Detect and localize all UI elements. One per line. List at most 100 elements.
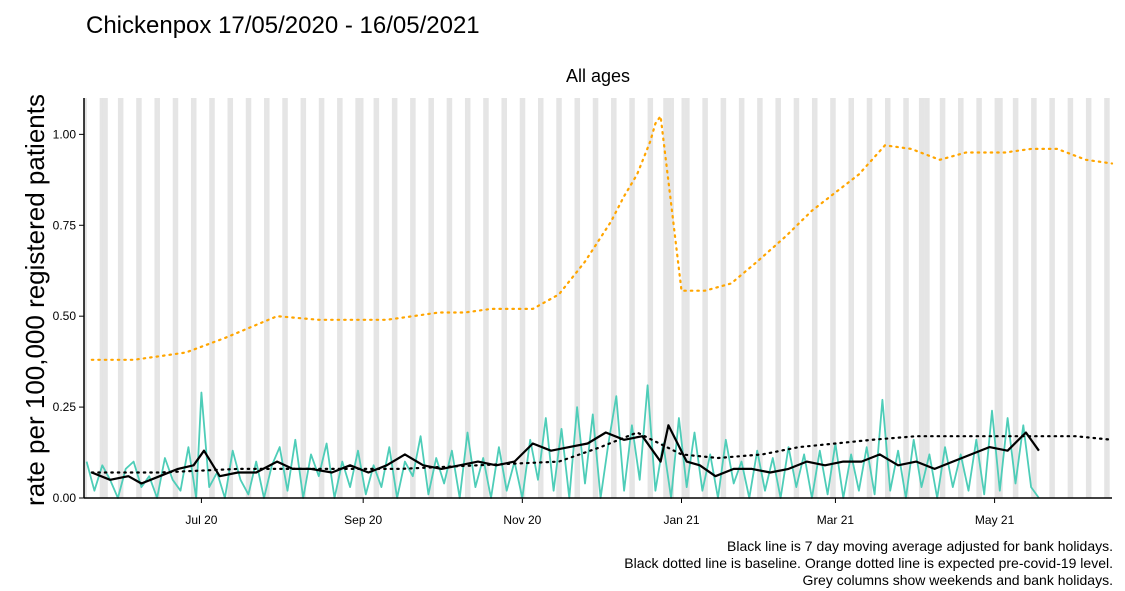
grey-column [303,98,307,498]
grey-column [193,98,197,498]
grey-column [665,98,669,498]
grey-column [905,98,909,498]
grey-column [537,98,541,498]
grey-column [318,98,322,498]
grey-column [704,98,708,498]
grey-column [337,98,340,498]
grey-column [360,98,364,498]
grey-column [157,98,160,498]
grey-column [501,98,505,498]
grey-column [485,98,489,498]
grey-column [282,98,286,498]
grey-column [284,98,288,498]
grey-column [1033,98,1037,498]
grey-column [136,98,140,498]
grey-column [1015,98,1019,498]
grey-column [412,98,416,498]
x-tick-label: Mar 21 [817,513,855,527]
grey-column [355,98,359,498]
grey-column [811,98,815,498]
grey-column [519,98,523,498]
grey-column [574,98,578,498]
y-tick-label: 1.00 [53,127,77,141]
grey-column [1104,98,1108,498]
grey-column [671,98,674,498]
grey-column [960,98,964,498]
grey-column [467,98,471,498]
grey-column [684,98,688,498]
grey-column [1106,98,1110,498]
grey-column [668,98,672,498]
grey-column [681,98,685,498]
grey-column [997,98,1001,498]
grey-column [230,98,234,498]
grey-column [924,98,928,498]
grey-column [1067,98,1071,498]
grey-column [464,98,468,498]
grey-column [830,98,834,498]
grey-column [120,98,124,498]
y-tick-label: 0.50 [53,309,77,323]
grey-column [796,98,800,498]
grey-column [1051,98,1055,498]
series-layer [85,115,1114,499]
grey-column [357,98,361,498]
grey-column [373,98,377,498]
grey-column [720,98,724,498]
grey-column [918,98,922,498]
grey-column [321,98,325,498]
weekend-shading [84,98,1110,498]
grey-column [738,98,742,498]
grey-column [190,98,194,498]
grey-column [558,98,562,498]
grey-column [939,98,943,498]
grey-column [84,98,87,498]
grey-column [903,98,907,498]
grey-column [866,98,870,498]
grey-column [1085,98,1089,498]
grey-column [647,98,651,498]
x-tick-label: Jan 21 [663,513,699,527]
x-tick-label: Nov 20 [503,513,541,527]
grey-column [1049,98,1053,498]
grey-column [245,98,249,498]
grey-column [851,98,854,498]
grey-column [1012,98,1016,498]
grey-column [629,98,633,498]
grey-column [1031,98,1035,498]
grey-column [978,98,982,498]
grey-column [887,98,891,498]
grey-column [431,98,434,498]
grey-column [102,98,106,498]
grey-column [869,98,873,498]
series-daily-line [85,384,1040,499]
grey-column [504,98,507,498]
grey-column [172,98,176,498]
grey-column [942,98,946,498]
grey-column [175,98,179,498]
series-moving-average-line [91,424,1040,485]
grey-column [154,98,158,498]
grey-column [556,98,560,498]
grey-column [339,98,343,498]
grey-column [650,98,654,498]
grey-column [209,98,213,498]
grey-column [248,98,252,498]
series-baseline-line [90,431,1114,474]
x-axis-ticks: Jul 20 Sep 20 Nov 20 Jan 21 Mar 21 May 21 [185,498,1015,527]
grey-column [631,98,635,498]
grey-column [759,98,763,498]
grey-column [117,98,121,498]
chart-title: Chickenpox 17/05/2020 - 16/05/2021 [86,12,480,39]
grey-column [211,98,215,498]
grey-column [778,98,781,498]
grey-column [926,98,930,498]
grey-column [793,98,797,498]
grey-column [577,98,581,498]
grey-column [266,98,270,498]
grey-column [300,98,304,498]
grey-column [227,98,231,498]
grey-column [663,98,667,498]
grey-column [99,98,103,498]
y-tick-label: 0.25 [53,400,77,414]
